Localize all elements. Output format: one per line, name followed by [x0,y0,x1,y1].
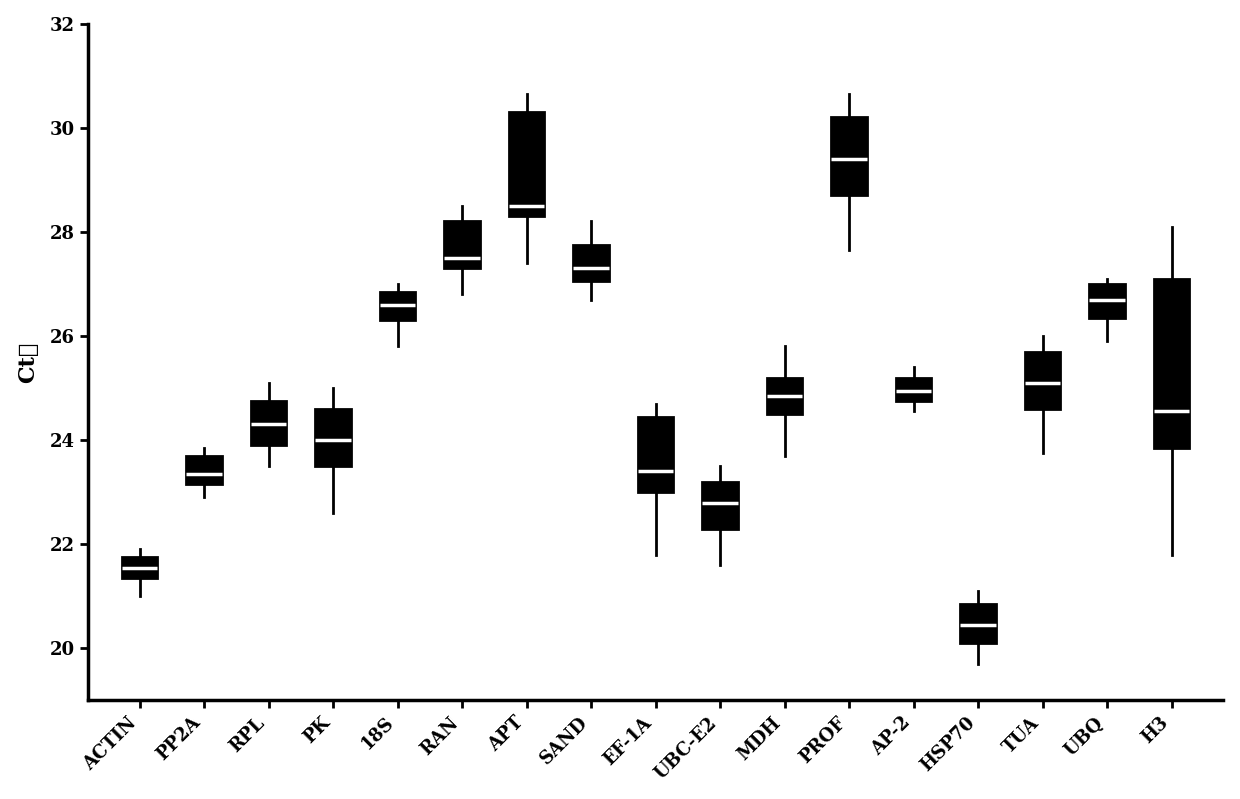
Bar [961,604,996,643]
Bar [379,292,415,320]
Y-axis label: Ct値: Ct値 [16,341,38,383]
Bar [315,409,351,466]
Bar [1025,352,1060,409]
Bar [122,557,157,578]
Bar [1090,284,1125,318]
Bar [768,378,802,414]
Bar [1154,279,1189,448]
Bar [508,112,544,217]
Bar [186,455,222,484]
Bar [832,117,867,196]
Bar [897,378,931,401]
Bar [703,482,738,528]
Bar [573,244,609,281]
Bar [444,221,480,268]
Bar [250,401,286,445]
Bar [637,416,673,492]
